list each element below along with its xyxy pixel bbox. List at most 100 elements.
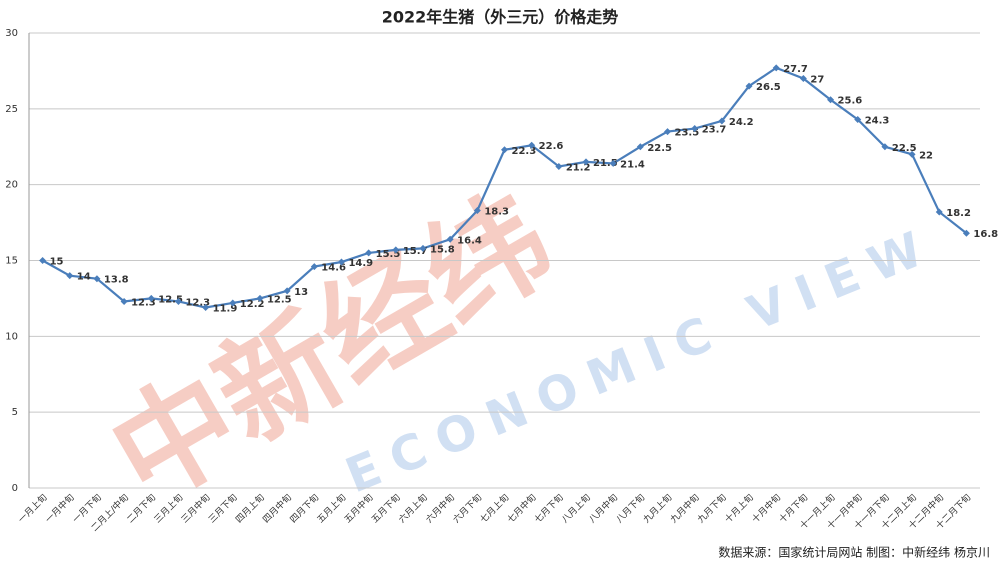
point-marker: [962, 229, 970, 237]
data-label: 21.5: [593, 158, 618, 169]
point-marker: [392, 246, 400, 254]
x-tick-label: 七月上旬: [477, 491, 511, 525]
point-marker: [908, 150, 916, 158]
x-tick-label: 七月中旬: [505, 491, 539, 525]
data-label: 15.8: [430, 244, 455, 255]
data-label: 24.3: [865, 115, 890, 126]
x-tick-label: 四月中旬: [260, 491, 294, 525]
source-note: 数据来源：国家统计局网站 制图：中新经纬 杨京川: [718, 545, 990, 560]
data-label: 27: [810, 75, 824, 86]
data-label: 16.8: [973, 229, 998, 240]
data-label: 13.8: [104, 275, 129, 286]
x-tick-label: 十月上旬: [722, 491, 756, 525]
point-marker: [365, 249, 373, 257]
point-marker: [799, 75, 807, 82]
data-label: 22.3: [512, 146, 537, 157]
y-tick-label: 5: [12, 407, 18, 418]
y-tick-label: 30: [5, 28, 18, 39]
y-tick-label: 0: [12, 483, 18, 494]
point-marker: [609, 159, 617, 167]
point-marker: [337, 258, 345, 266]
data-label: 11.9: [213, 304, 238, 315]
point-marker: [283, 287, 291, 295]
data-label: 24.2: [729, 117, 754, 128]
data-label: 15: [50, 257, 64, 268]
point-marker: [120, 297, 128, 305]
x-tick-label: 四月下旬: [287, 491, 321, 525]
point-marker: [39, 257, 47, 264]
data-label: 15.5: [376, 249, 401, 260]
point-marker: [636, 143, 644, 151]
point-marker: [473, 206, 481, 214]
x-tick-label: 七月下旬: [532, 491, 566, 525]
point-marker: [854, 115, 862, 123]
data-label: 12.3: [131, 297, 156, 308]
point-marker: [501, 146, 508, 154]
x-tick-label: 一月中旬: [43, 491, 77, 525]
data-label: 22.6: [539, 141, 564, 152]
point-marker: [310, 263, 318, 271]
point-marker: [555, 162, 563, 170]
point-marker: [446, 235, 454, 243]
data-label: 23.5: [675, 128, 700, 139]
point-marker: [718, 117, 726, 125]
y-tick-label: 10: [5, 331, 18, 342]
data-label: 27.7: [783, 64, 808, 75]
point-marker: [147, 294, 155, 302]
point-marker: [528, 141, 536, 149]
x-tick-label: 四月上旬: [233, 491, 267, 525]
point-marker: [582, 158, 590, 166]
x-tick-label: 六月下旬: [450, 491, 484, 525]
data-label: 21.4: [620, 159, 645, 170]
x-tick-label: 九月下旬: [695, 491, 729, 525]
point-marker: [664, 128, 672, 136]
x-tick-label: 六月上旬: [396, 491, 430, 525]
point-marker: [691, 125, 699, 133]
point-marker: [202, 304, 210, 312]
x-tick-label: 五月上旬: [314, 491, 348, 525]
data-label: 18.3: [484, 206, 509, 217]
point-marker: [229, 299, 237, 307]
y-tick-label: 20: [5, 180, 18, 191]
x-tick-label: 八月下旬: [613, 491, 647, 525]
x-tick-label: 一月上旬: [16, 491, 50, 525]
data-label: 18.2: [946, 208, 971, 219]
watermark: 中新经纬: [89, 169, 574, 529]
chart-title: 2022年生猪（外三元）价格走势: [382, 8, 619, 27]
x-tick-label: 十月中旬: [749, 491, 783, 525]
point-marker: [827, 96, 835, 104]
data-label: 23.7: [702, 125, 727, 136]
data-label: 22.5: [892, 143, 917, 154]
point-marker: [419, 244, 427, 252]
data-label: 15.7: [403, 246, 428, 257]
data-label: 22: [919, 150, 933, 161]
x-tick-label: 九月中旬: [668, 491, 702, 525]
data-label: 12.2: [240, 299, 265, 310]
x-tick-label: 九月上旬: [640, 491, 674, 525]
data-label: 13: [294, 287, 308, 298]
point-marker: [881, 143, 889, 151]
point-marker: [66, 272, 74, 280]
y-tick-label: 15: [5, 256, 18, 267]
point-marker: [93, 275, 101, 283]
data-label: 25.6: [838, 96, 863, 107]
data-label: 12.3: [185, 297, 210, 308]
point-marker: [772, 64, 780, 72]
data-label: 14: [77, 272, 91, 283]
data-label: 14.9: [348, 258, 373, 269]
data-label: 12.5: [267, 294, 292, 305]
data-label: 14.6: [321, 263, 346, 274]
x-tick-label: 八月上旬: [559, 491, 593, 525]
x-tick-label: 八月中旬: [586, 491, 620, 525]
point-marker: [174, 297, 182, 305]
data-label: 16.4: [457, 235, 482, 246]
point-marker: [256, 294, 264, 302]
y-tick-label: 25: [5, 104, 18, 115]
point-marker: [745, 82, 753, 90]
data-label: 22.5: [647, 143, 672, 154]
point-marker: [935, 208, 943, 216]
data-label: 21.2: [566, 162, 591, 173]
data-label: 12.5: [158, 294, 183, 305]
data-label: 26.5: [756, 82, 781, 93]
